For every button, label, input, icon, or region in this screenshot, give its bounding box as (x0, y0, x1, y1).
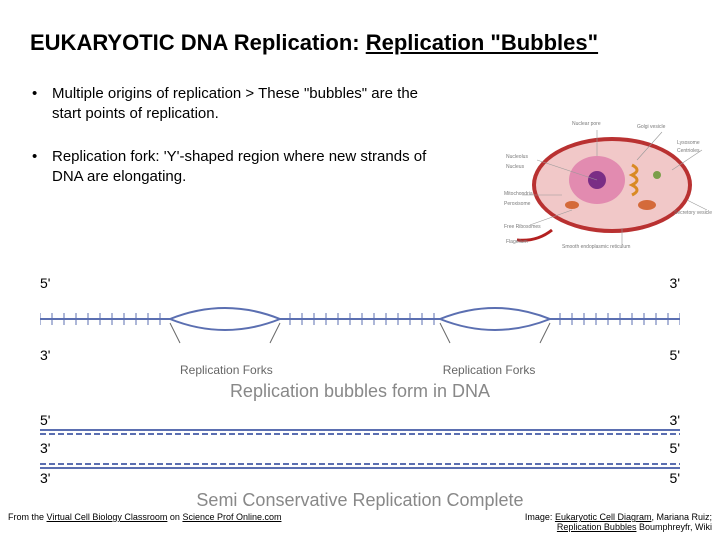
footer-link-bubbles[interactable]: Replication Bubbles (557, 522, 637, 532)
semi-ends-1: 5' 3' (40, 412, 680, 428)
svg-text:Nuclear pore: Nuclear pore (572, 121, 601, 127)
three-prime-label: 3' (40, 347, 50, 363)
three-prime-label: 3' (40, 470, 50, 486)
three-prime-label: 3' (670, 275, 680, 291)
five-prime-label: 5' (40, 275, 50, 291)
three-prime-label: 3' (670, 412, 680, 428)
semi-strand-2 (40, 462, 680, 470)
svg-text:Lysosome: Lysosome (677, 140, 700, 146)
diagram-caption-1: Replication bubbles form in DNA (30, 381, 690, 402)
footer-text: , Mariana Ruiz; (651, 512, 712, 522)
semi-strand-1 (40, 428, 680, 436)
five-prime-label: 5' (670, 440, 680, 456)
three-prime-label: 3' (40, 440, 50, 456)
five-prime-label: 5' (40, 412, 50, 428)
list-item: Multiple origins of replication > These … (30, 84, 450, 125)
svg-text:Nucleus: Nucleus (506, 164, 525, 170)
eukaryotic-cell-diagram: Nuclear pore Golgi vesicle Lysosome Cent… (502, 110, 712, 250)
page-title: EUKARYOTIC DNA Replication: Replication … (30, 30, 690, 56)
fork-label-right: Replication Forks (443, 363, 536, 377)
title-underlined: Replication "Bubbles" (366, 30, 598, 55)
footer-link-cellimg[interactable]: Eukaryotic Cell Diagram (555, 512, 652, 522)
semi-ends-2: 3' 5' (40, 440, 680, 456)
footer-link-classroom[interactable]: Virtual Cell Biology Classroom (47, 512, 168, 522)
svg-text:Mitochondria: Mitochondria (504, 191, 533, 197)
title-plain: EUKARYOTIC DNA Replication: (30, 30, 360, 55)
five-prime-label: 5' (670, 470, 680, 486)
footer: From the Virtual Cell Biology Classroom … (8, 512, 712, 532)
svg-text:Golgi vesicle: Golgi vesicle (637, 124, 666, 130)
strand-ends-bottom: 3' 5' (40, 347, 680, 363)
svg-text:Centrioles: Centrioles (677, 148, 700, 154)
list-item: Replication fork: 'Y'-shaped region wher… (30, 147, 450, 188)
diagram-caption-2: Semi Conservative Replication Complete (30, 490, 690, 511)
svg-text:Peroxisome: Peroxisome (504, 201, 531, 207)
footer-text: on (170, 512, 183, 522)
strand-ends-top: 5' 3' (40, 275, 680, 291)
footer-text: Boumphreyfr, Wiki (636, 522, 712, 532)
svg-text:Smooth endoplasmic reticulum: Smooth endoplasmic reticulum (562, 244, 630, 250)
footer-link-spo[interactable]: Science Prof Online.com (182, 512, 281, 522)
bullet-list: Multiple origins of replication > These … (30, 84, 450, 187)
svg-text:Secretory vesicle: Secretory vesicle (674, 210, 712, 216)
svg-text:Nucleolus: Nucleolus (506, 154, 528, 160)
svg-text:Flagellum: Flagellum (506, 239, 528, 245)
footer-text: Image: (525, 512, 555, 522)
five-prime-label: 5' (670, 347, 680, 363)
bubble-strand-svg (40, 291, 680, 347)
replication-diagram: 5' 3' 3' 5' Replication Forks R (30, 275, 690, 511)
footer-right: Image: Eukaryotic Cell Diagram, Mariana … (525, 512, 712, 532)
semi-ends-3: 3' 5' (40, 470, 680, 486)
svg-text:Free Ribosomes: Free Ribosomes (504, 224, 541, 230)
footer-left: From the Virtual Cell Biology Classroom … (8, 512, 281, 532)
fork-label-left: Replication Forks (180, 363, 273, 377)
footer-text: From the (8, 512, 47, 522)
